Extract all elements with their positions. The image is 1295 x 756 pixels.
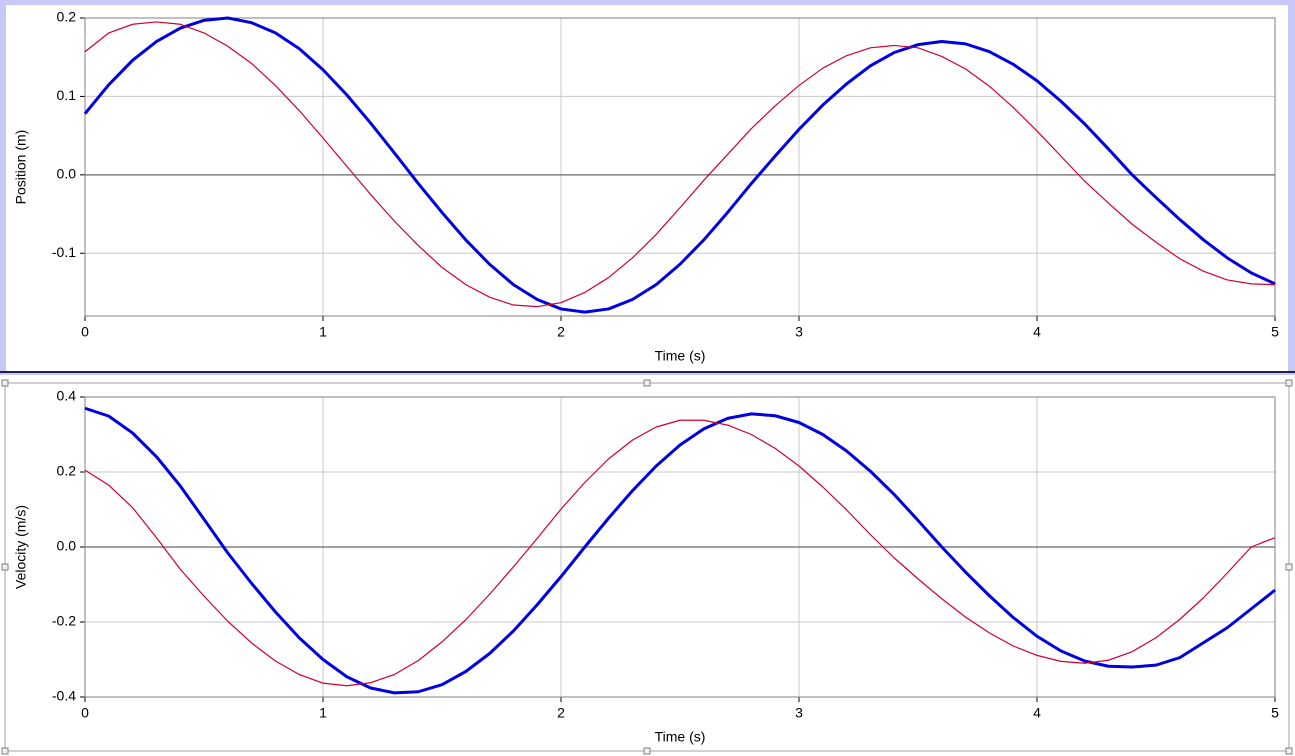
x-axis-label: Time (s) <box>655 348 706 364</box>
x-tick-label: 3 <box>795 705 803 721</box>
x-tick-label: 1 <box>319 705 327 721</box>
y-axis-label: Position (m) <box>13 130 29 205</box>
plot-frame <box>84 396 1276 698</box>
resize-handle[interactable] <box>643 379 651 387</box>
x-tick-label: 4 <box>1033 705 1041 721</box>
y-tick-label: 0.2 <box>57 9 77 25</box>
resize-handle[interactable] <box>643 747 651 755</box>
y-tick-label: 0.0 <box>57 166 77 182</box>
x-tick-label: 1 <box>319 324 327 340</box>
series-line <box>84 406 1276 695</box>
y-axis-label: Velocity (m/s) <box>13 505 29 589</box>
x-tick-label: 5 <box>1271 705 1279 721</box>
y-tick-label: -0.1 <box>52 244 76 260</box>
y-tick-label: 0.0 <box>57 538 77 554</box>
y-tick-label: 0.2 <box>57 463 77 479</box>
y-tick-label: 0.4 <box>57 388 77 404</box>
y-tick-label: 0.1 <box>57 87 77 103</box>
series-line <box>84 21 1276 308</box>
x-tick-label: 2 <box>557 705 565 721</box>
y-tick-label: -0.2 <box>52 613 76 629</box>
resize-handle[interactable] <box>1285 563 1293 571</box>
panel <box>4 382 1290 752</box>
resize-handle[interactable] <box>1285 747 1293 755</box>
x-tick-label: 4 <box>1033 324 1041 340</box>
resize-handle[interactable] <box>1285 379 1293 387</box>
x-tick-label: 0 <box>81 705 89 721</box>
x-tick-label: 5 <box>1271 324 1279 340</box>
x-tick-label: 0 <box>81 324 89 340</box>
x-tick-label: 3 <box>795 324 803 340</box>
series-line <box>84 419 1276 687</box>
series-line <box>83 16 1276 314</box>
resize-handle[interactable] <box>1 747 9 755</box>
resize-handle[interactable] <box>1 563 9 571</box>
x-axis-label: Time (s) <box>655 729 706 745</box>
y-tick-label: -0.4 <box>52 688 76 704</box>
resize-handle[interactable] <box>1 379 9 387</box>
x-tick-label: 2 <box>557 324 565 340</box>
plot-frame <box>84 17 1276 317</box>
panel <box>6 5 1288 371</box>
